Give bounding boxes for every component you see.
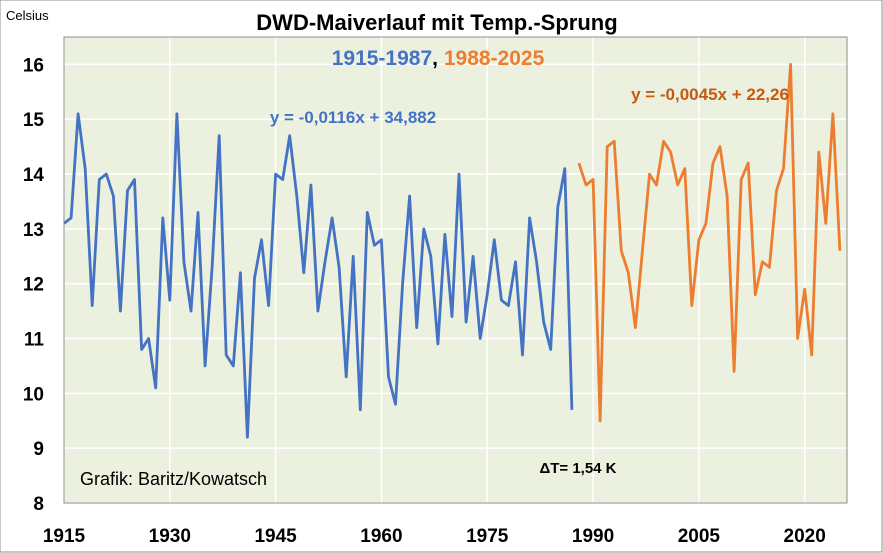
y-tick-label: 11 <box>24 330 45 351</box>
y-tick-label: 13 <box>23 220 44 241</box>
subtitle-period-1: 1915-1987 <box>332 47 432 70</box>
y-axis-tick-labels: 8 9 10 11 12 13 14 15 16 <box>23 55 45 515</box>
x-axis-tick-labels: 1915 1930 1945 1960 1975 1990 2005 2020 <box>43 526 826 547</box>
credit-label: Grafik: Baritz/Kowatsch <box>80 469 267 489</box>
x-tick-label: 1975 <box>466 526 509 547</box>
x-tick-label: 1915 <box>43 526 86 547</box>
trend-equation-1: y = -0,0116x + 34,882 <box>270 108 436 127</box>
series-line-2 <box>577 63 842 423</box>
delta-t-label: ΔT= 1,54 K <box>539 460 616 477</box>
y-tick-label: 8 <box>33 494 44 515</box>
x-tick-label: 1990 <box>572 526 614 547</box>
y-tick-label: 15 <box>23 110 45 131</box>
subtitle-separator: , <box>432 47 438 70</box>
data-series <box>63 63 842 439</box>
plot-border <box>63 36 848 504</box>
x-tick-label: 2005 <box>678 526 721 547</box>
gridlines <box>63 37 847 504</box>
subtitle-period-2: 1988-2025 <box>444 47 545 70</box>
y-tick-label: 14 <box>23 165 45 186</box>
x-tick-label: 1930 <box>149 526 191 547</box>
y-tick-label: 10 <box>23 384 44 405</box>
x-tick-label: 2020 <box>784 526 826 547</box>
y-tick-label: 16 <box>23 55 44 76</box>
y-unit-label: Celsius <box>6 8 49 23</box>
x-tick-label: 1945 <box>254 526 297 547</box>
series-line-1 <box>63 112 574 439</box>
chart-subtitle: 1915-1987, 1988-2025 <box>332 47 545 70</box>
chart-title: DWD-Maiverlauf mit Temp.-Sprung <box>256 10 617 35</box>
x-tick-label: 1960 <box>360 526 402 547</box>
trend-equation-2: y = -0,0045x + 22,26 <box>631 85 789 104</box>
y-tick-label: 12 <box>23 275 44 296</box>
y-tick-label: 9 <box>33 439 44 460</box>
